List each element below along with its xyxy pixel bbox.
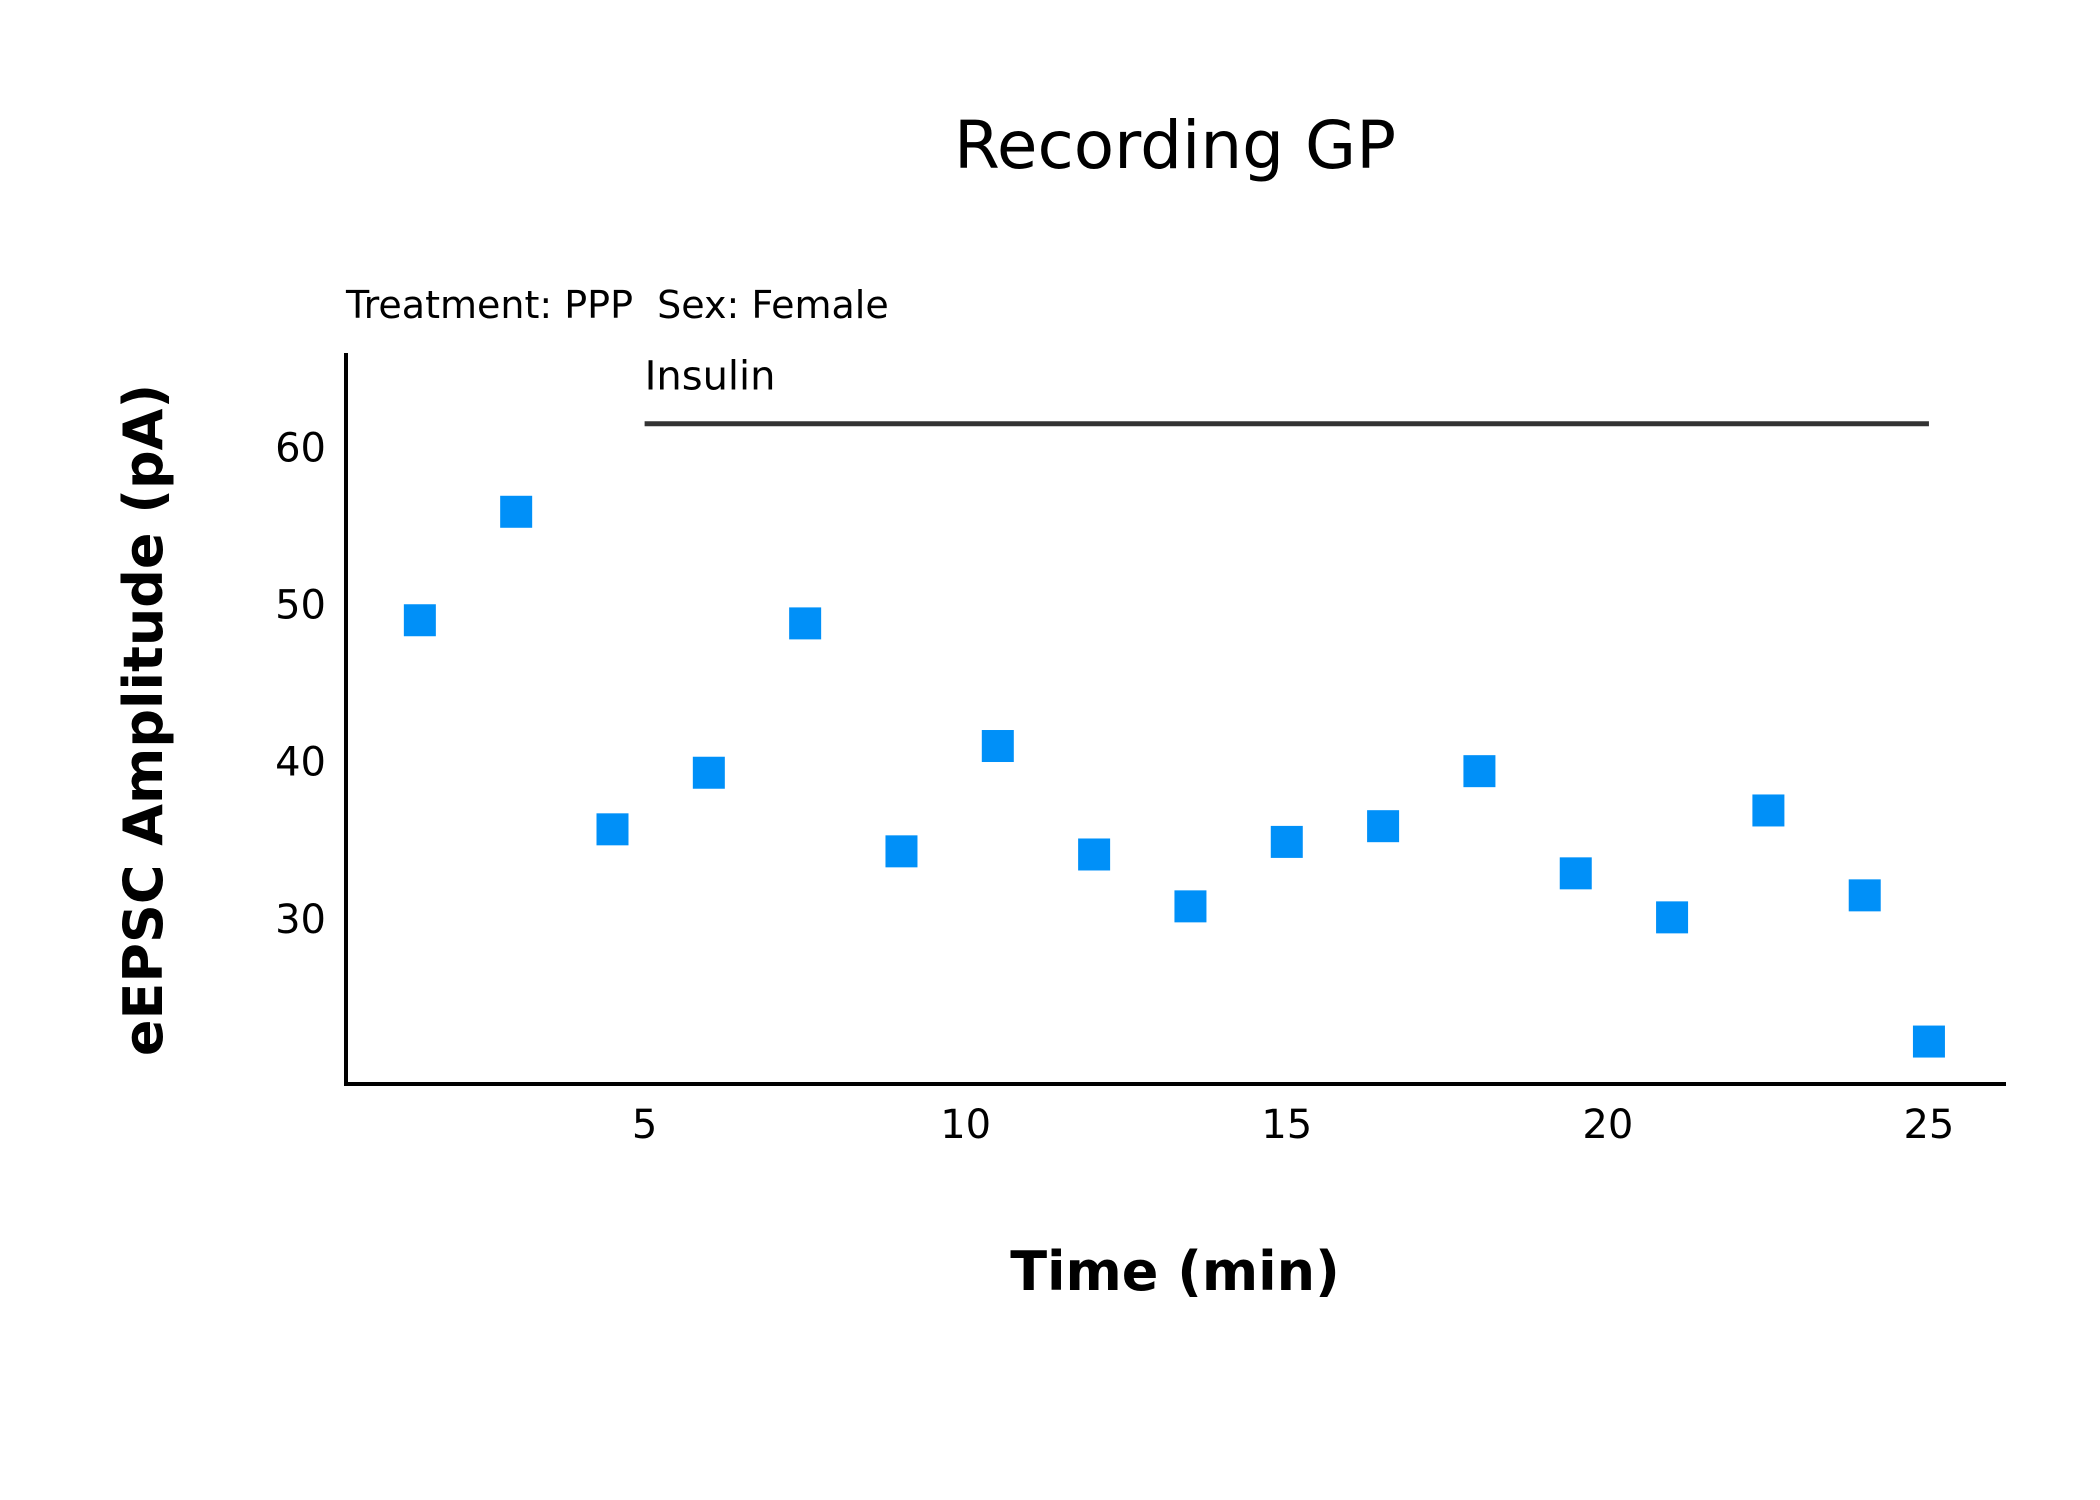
data-point — [403, 604, 436, 637]
data-point — [1463, 755, 1496, 788]
data-point — [1848, 879, 1881, 912]
chart-subtitle: Treatment: PPP Sex: Female — [345, 283, 889, 327]
data-points — [403, 495, 1945, 1058]
x-axis-title: Time (min) — [1010, 1240, 1340, 1303]
data-point — [1656, 901, 1689, 934]
x-tick-label: 5 — [632, 1102, 657, 1148]
y-tick-label: 50 — [275, 583, 326, 629]
data-point — [1078, 838, 1111, 871]
x-tick-label: 25 — [1903, 1102, 1954, 1148]
x-tick-label: 15 — [1261, 1102, 1312, 1148]
data-point — [885, 835, 918, 868]
data-point — [692, 756, 725, 789]
x-tick-labels: 5 10 15 20 25 — [632, 1102, 1955, 1148]
data-point — [500, 495, 533, 528]
data-point — [596, 813, 629, 846]
insulin-label: Insulin — [645, 354, 776, 400]
data-point — [1559, 857, 1592, 890]
y-tick-labels: 30 40 50 60 — [275, 425, 326, 943]
x-tick-label: 10 — [940, 1102, 991, 1148]
data-point — [1174, 890, 1207, 923]
data-point — [1270, 825, 1303, 858]
chart-title: Recording GP — [954, 107, 1396, 184]
data-point — [1912, 1025, 1945, 1058]
data-point — [1367, 810, 1400, 843]
y-tick-label: 30 — [275, 897, 326, 943]
data-point — [981, 730, 1014, 763]
annotation-layer: Insulin — [644, 354, 1929, 427]
data-point — [1752, 794, 1785, 827]
y-tick-label: 40 — [275, 740, 326, 786]
y-tick-label: 60 — [275, 425, 326, 471]
x-tick-label: 20 — [1582, 1102, 1633, 1148]
y-axis-title: eEPSC Amplitude (pA) — [112, 384, 175, 1056]
data-point — [789, 607, 822, 640]
